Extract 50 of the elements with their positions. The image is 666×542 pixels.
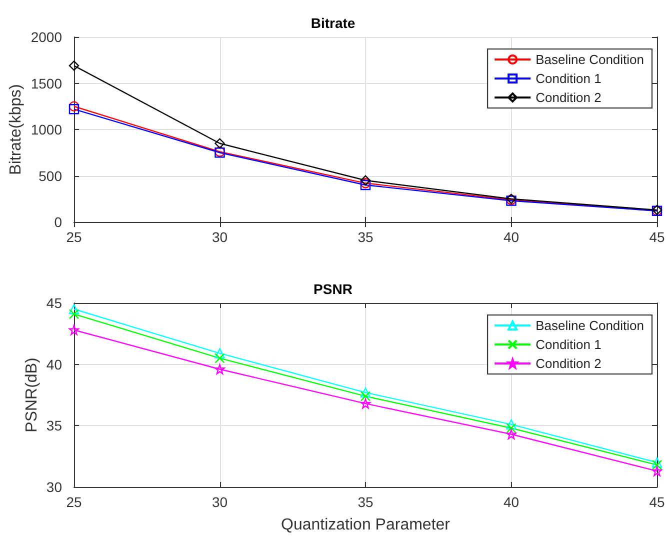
y-axis-title: Bitrate(kbps)	[8, 84, 24, 175]
point	[506, 423, 516, 434]
x-tick-label: 45	[649, 229, 665, 245]
x-tick-label: 40	[503, 494, 520, 510]
y-tick-label: 45	[46, 295, 62, 311]
y-tick-label: 35	[46, 418, 62, 434]
point	[360, 398, 371, 409]
y-tick-label: 30	[46, 479, 62, 495]
point	[68, 104, 80, 114]
y-tick-label: 2000	[30, 29, 62, 45]
y-tick-label: 500	[38, 168, 62, 184]
x-tick-label: 35	[358, 229, 374, 245]
x-axis-title: Quantization Parameter	[281, 516, 451, 534]
y-axis-title: PSNR(dB)	[24, 358, 40, 432]
legend-label: Baseline Condition	[536, 52, 644, 67]
legend-label: Condition 1	[536, 71, 602, 86]
point	[68, 60, 80, 71]
point	[68, 324, 80, 336]
point	[506, 429, 516, 440]
point	[214, 138, 225, 148]
legend-label: Condition 2	[536, 90, 602, 105]
chart-title: PSNR	[314, 281, 352, 297]
point	[214, 348, 225, 358]
legend-label: Condition 1	[536, 337, 602, 352]
x-tick-label: 30	[212, 229, 228, 245]
point	[214, 353, 225, 364]
point	[360, 391, 371, 402]
x-tick-label: 40	[503, 229, 520, 245]
point	[506, 419, 516, 430]
y-tick-label: 0	[54, 214, 62, 230]
point	[652, 457, 662, 468]
x-tick-label: 25	[66, 229, 82, 245]
legend-label: Condition 2	[536, 356, 602, 371]
point	[68, 308, 80, 320]
chart-title: Bitrate	[310, 15, 356, 31]
point	[360, 387, 371, 398]
legend-label: Baseline Condition	[536, 318, 644, 333]
x-tick-label: 25	[66, 494, 82, 510]
point	[68, 101, 80, 112]
point	[360, 175, 371, 186]
point	[214, 364, 225, 374]
y-tick-label: 1500	[30, 75, 62, 92]
x-tick-label: 30	[212, 494, 228, 510]
y-tick-label: 1000	[30, 122, 62, 138]
point	[652, 466, 662, 476]
y-tick-label: 40	[46, 356, 62, 372]
x-tick-label: 45	[649, 494, 665, 510]
point	[68, 304, 80, 314]
x-tick-label: 35	[358, 494, 374, 510]
point	[652, 460, 662, 470]
